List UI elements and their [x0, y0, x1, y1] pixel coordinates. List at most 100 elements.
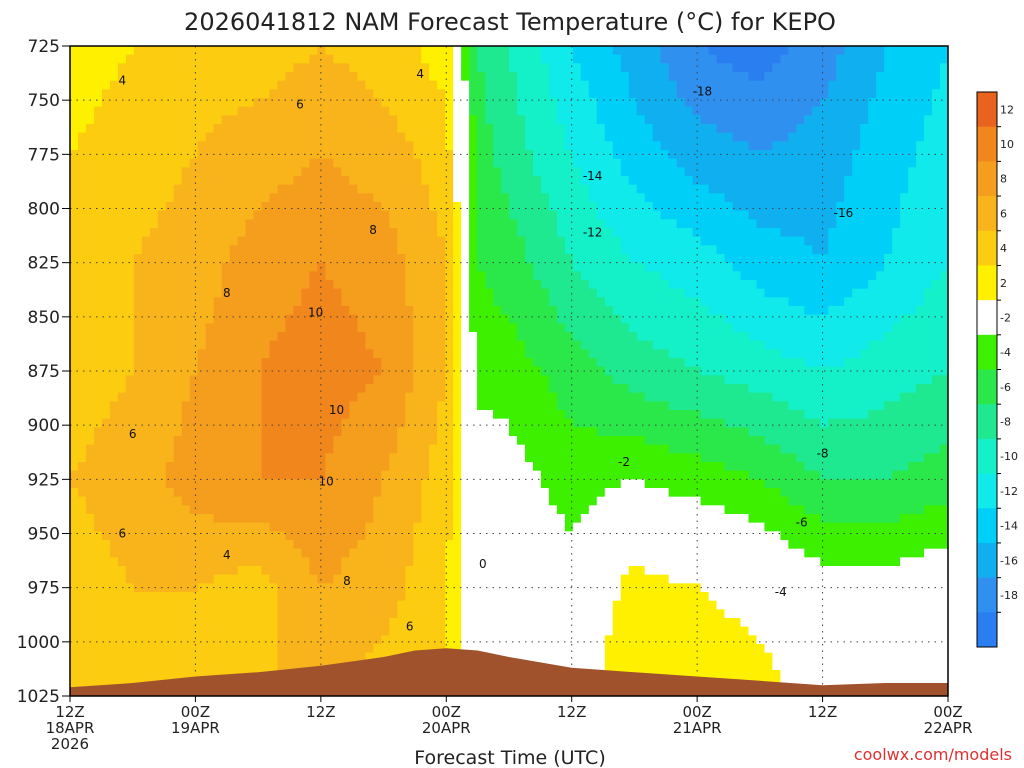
- temperature-cell: [261, 184, 271, 194]
- temperature-cell: [900, 401, 909, 411]
- temperature-cell: [580, 124, 590, 134]
- temperature-cell: [101, 106, 111, 116]
- temperature-cell: [117, 358, 127, 368]
- temperature-cell: [221, 401, 231, 411]
- temperature-cell: [485, 193, 494, 203]
- temperature-cell: [916, 384, 925, 394]
- temperature-cell: [421, 392, 430, 402]
- temperature-cell: [357, 106, 366, 116]
- temperature-cell: [381, 202, 390, 212]
- temperature-cell: [652, 184, 662, 194]
- temperature-cell: [732, 132, 742, 142]
- temperature-cell: [70, 332, 79, 342]
- temperature-cell: [524, 392, 534, 402]
- temperature-cell: [564, 410, 574, 420]
- temperature-cell: [237, 392, 247, 402]
- temperature-cell: [141, 332, 151, 342]
- temperature-cell: [349, 306, 358, 316]
- temperature-cell: [772, 150, 781, 160]
- temperature-cell: [924, 54, 933, 64]
- temperature-cell: [229, 124, 239, 134]
- temperature-cell: [453, 306, 462, 316]
- temperature-cell: [237, 54, 247, 64]
- temperature-cell: [117, 401, 127, 411]
- temperature-cell: [373, 98, 382, 108]
- temperature-cell: [269, 167, 279, 177]
- temperature-cell: [333, 245, 342, 255]
- temperature-cell: [772, 236, 781, 246]
- temperature-cell: [429, 202, 438, 212]
- temperature-cell: [820, 98, 829, 108]
- temperature-cell: [780, 297, 789, 307]
- temperature-cell: [309, 392, 319, 402]
- temperature-cell: [756, 375, 766, 385]
- temperature-cell: [580, 89, 590, 99]
- temperature-cell: [940, 349, 948, 359]
- temperature-cell: [293, 306, 303, 316]
- temperature-cell: [836, 262, 845, 272]
- temperature-cell: [341, 72, 350, 82]
- temperature-cell: [333, 427, 342, 437]
- temperature-cell: [221, 46, 231, 56]
- temperature-cell: [660, 410, 670, 420]
- temperature-cell: [293, 340, 303, 350]
- temperature-cell: [772, 306, 781, 316]
- temperature-cell: [109, 392, 119, 402]
- temperature-cell: [317, 46, 327, 56]
- temperature-cell: [556, 167, 566, 177]
- temperature-cell: [205, 262, 215, 272]
- temperature-cell: [277, 193, 287, 203]
- temperature-cell: [876, 418, 885, 428]
- temperature-cell: [197, 184, 207, 194]
- temperature-cell: [437, 262, 446, 272]
- temperature-cell: [437, 124, 446, 134]
- temperature-cell: [708, 80, 718, 90]
- temperature-cell: [860, 306, 869, 316]
- temperature-cell: [437, 54, 446, 64]
- temperature-cell: [293, 349, 303, 359]
- temperature-cell: [317, 288, 327, 298]
- temperature-cell: [652, 150, 662, 160]
- temperature-cell: [373, 72, 382, 82]
- temperature-cell: [237, 427, 247, 437]
- temperature-cell: [165, 340, 175, 350]
- temperature-cell: [588, 323, 598, 333]
- temperature-cell: [477, 193, 486, 203]
- temperature-cell: [269, 184, 279, 194]
- temperature-cell: [660, 46, 670, 56]
- temperature-cell: [445, 392, 454, 402]
- temperature-cell: [453, 106, 462, 116]
- temperature-cell: [644, 418, 654, 428]
- temperature-cell: [588, 306, 598, 316]
- temperature-cell: [421, 202, 430, 212]
- temperature-cell: [780, 384, 789, 394]
- temperature-cell: [628, 106, 638, 116]
- temperature-cell: [588, 89, 598, 99]
- temperature-cell: [580, 54, 590, 64]
- temperature-cell: [221, 436, 231, 446]
- temperature-cell: [373, 46, 382, 56]
- temperature-cell: [772, 228, 781, 238]
- temperature-cell: [668, 306, 678, 316]
- temperature-cell: [141, 358, 151, 368]
- temperature-cell: [333, 80, 342, 90]
- temperature-cell: [101, 271, 111, 281]
- temperature-cell: [469, 288, 478, 298]
- temperature-cell: [804, 106, 813, 116]
- temperature-cell: [572, 210, 582, 220]
- temperature-cell: [381, 219, 390, 229]
- temperature-cell: [748, 297, 758, 307]
- temperature-cell: [357, 202, 366, 212]
- temperature-cell: [852, 332, 861, 342]
- temperature-cell: [724, 366, 734, 376]
- temperature-cell: [413, 54, 422, 64]
- temperature-cell: [285, 323, 295, 333]
- temperature-cell: [868, 115, 877, 125]
- temperature-cell: [133, 358, 143, 368]
- temperature-cell: [197, 132, 207, 142]
- temperature-cell: [716, 262, 726, 272]
- temperature-cell: [740, 98, 750, 108]
- temperature-cell: [125, 228, 135, 238]
- temperature-cell: [692, 89, 702, 99]
- temperature-cell: [421, 418, 430, 428]
